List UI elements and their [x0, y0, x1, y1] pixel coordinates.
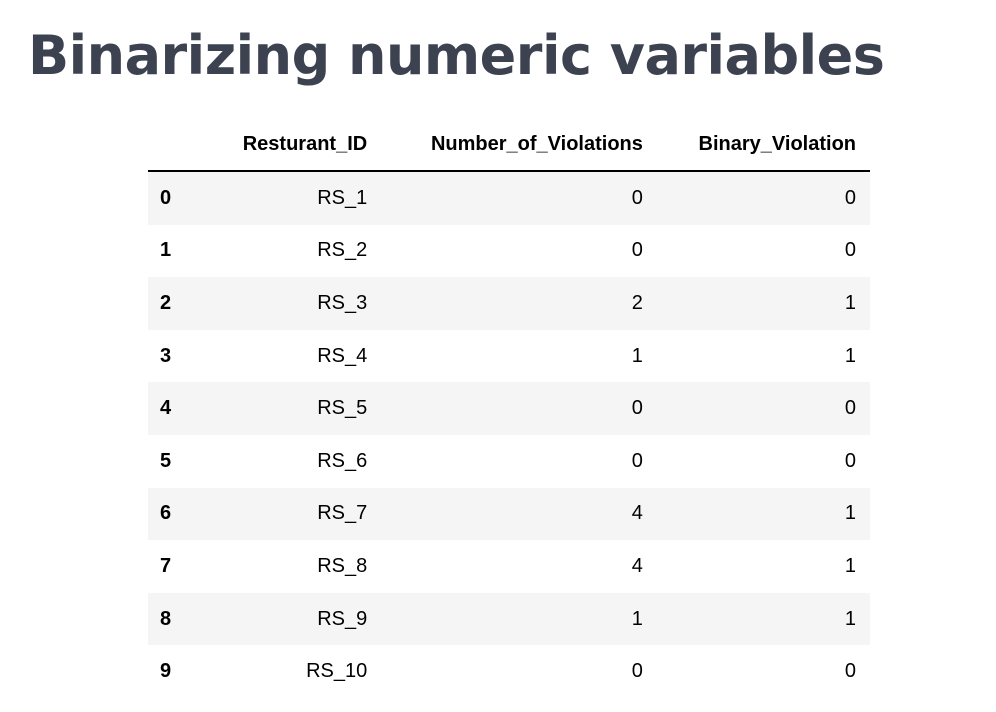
cell-number-of-violations: 0	[631, 660, 643, 683]
cell-number-of-violations: 0	[631, 449, 643, 472]
table-header: Resturant_ID Number_of_Violations Binary…	[148, 118, 870, 172]
header-row: Resturant_ID Number_of_Violations Binary…	[148, 118, 870, 172]
row-index: 9	[160, 660, 172, 683]
cell-binary-violation: 0	[844, 660, 856, 683]
cell-binary-violation: 0	[844, 186, 856, 209]
cell-restaurant-id: RS_1	[317, 186, 368, 209]
cell-restaurant-id: RS_4	[317, 344, 368, 367]
cell-binary-violation: 1	[844, 607, 856, 630]
table-row: 7 RS_8 4 1	[148, 540, 870, 593]
cell-binary-violation: 0	[844, 449, 856, 472]
cell-binary-violation: 0	[844, 239, 856, 262]
cell-number-of-violations: 4	[631, 554, 643, 577]
table-row: 2 RS_3 2 1	[148, 277, 870, 330]
table-row: 1 RS_2 0 0	[148, 224, 870, 278]
cell-restaurant-id: RS_6	[317, 449, 368, 472]
row-index: 2	[160, 291, 172, 314]
cell-binary-violation: 0	[844, 397, 856, 420]
cell-number-of-violations: 4	[631, 502, 643, 525]
cell-restaurant-id: RS_10	[306, 660, 368, 683]
cell-number-of-violations: 0	[631, 186, 643, 209]
dataframe-table: Resturant_ID Number_of_Violations Binary…	[148, 118, 870, 698]
cell-restaurant-id: RS_3	[317, 291, 368, 314]
cell-number-of-violations: 0	[631, 397, 643, 420]
cell-number-of-violations: 1	[631, 344, 643, 367]
cell-number-of-violations: 1	[631, 607, 643, 630]
cell-number-of-violations: 0	[631, 239, 643, 262]
cell-number-of-violations: 2	[631, 291, 643, 314]
cell-binary-violation: 1	[844, 502, 856, 525]
cell-restaurant-id: RS_8	[317, 554, 368, 577]
table-row: 6 RS_7 4 1	[148, 487, 870, 541]
cell-restaurant-id: RS_9	[317, 607, 368, 630]
table-row: 0 RS_1 0 0	[148, 171, 870, 225]
column-header-binary-violation: Binary_Violation	[656, 118, 870, 172]
table-row: 8 RS_9 1 1	[148, 592, 870, 646]
cell-restaurant-id: RS_5	[317, 397, 368, 420]
column-header-restaurant-id: Resturant_ID	[206, 118, 382, 172]
cell-binary-violation: 1	[844, 554, 856, 577]
cell-binary-violation: 1	[844, 291, 856, 314]
row-index: 4	[160, 397, 172, 420]
row-index: 6	[160, 502, 172, 525]
row-index: 1	[160, 239, 172, 262]
column-header-index	[148, 118, 206, 172]
cell-restaurant-id: RS_2	[317, 239, 368, 262]
page-title: Binarizing numeric variables	[28, 24, 885, 87]
row-index: 3	[160, 344, 172, 367]
column-header-number-of-violations: Number_of_Violations	[381, 118, 657, 172]
table-row: 4 RS_5 0 0	[148, 382, 870, 435]
row-index: 0	[160, 186, 172, 209]
cell-restaurant-id: RS_7	[317, 502, 368, 525]
table-row: 3 RS_4 1 1	[148, 329, 870, 383]
row-index: 8	[160, 607, 172, 630]
table-row: 5 RS_6 0 0	[148, 434, 870, 488]
row-index: 7	[160, 554, 172, 577]
cell-binary-violation: 1	[844, 344, 856, 367]
row-index: 5	[160, 449, 172, 472]
table-body: 0 RS_1 0 0 1 RS_2 0 0 2 RS_3 2 1 3 RS_4 …	[148, 171, 870, 698]
table-row: 9 RS_10 0 0	[148, 645, 870, 698]
